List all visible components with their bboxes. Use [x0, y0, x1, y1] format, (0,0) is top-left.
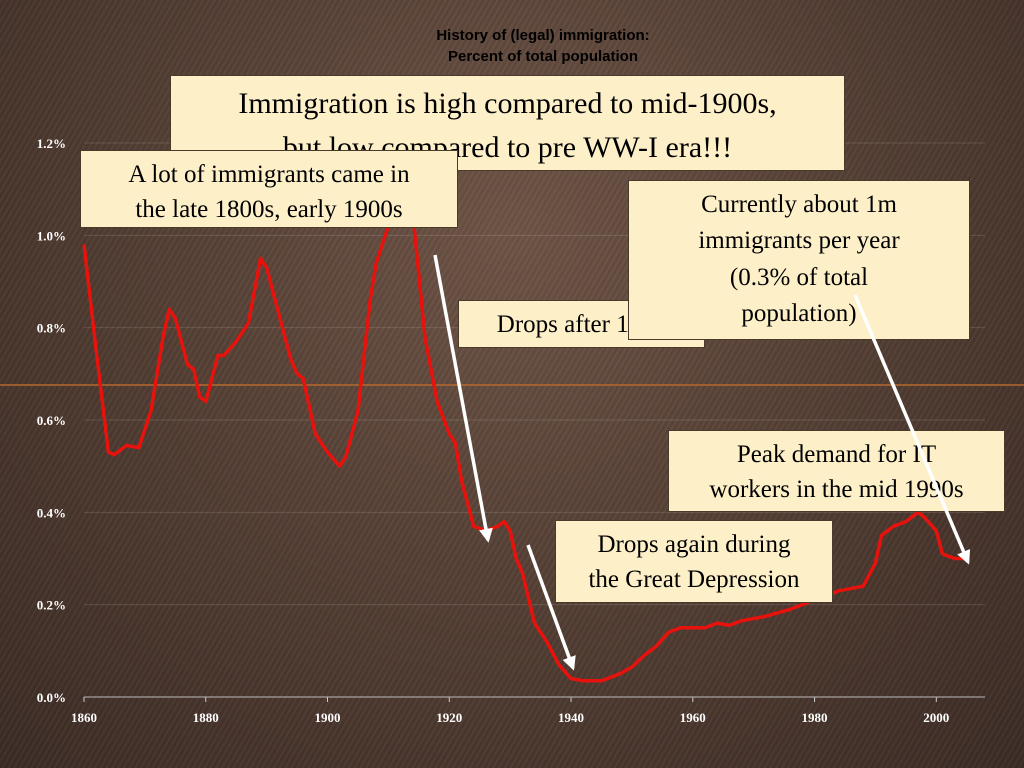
- callout: Peak demand for IT workers in the mid 199…: [668, 430, 1005, 512]
- callout-text: workers in the mid 1990s: [709, 476, 964, 503]
- callout-text: population): [741, 299, 857, 327]
- y-tick-label: 1.2%: [37, 136, 66, 151]
- chart-title: Percent of total population: [448, 48, 638, 65]
- callout: Currently about 1m immigrants per year (0.…: [628, 180, 970, 340]
- y-tick-label: 0.4%: [37, 505, 66, 520]
- callout-text: Currently about 1m: [701, 191, 897, 218]
- callout: A lot of immigrants came in the late 1800…: [80, 150, 458, 228]
- arrow: [853, 294, 971, 565]
- callout-text: A lot of immigrants came in: [128, 161, 410, 188]
- y-tick-label: 0.8%: [37, 321, 66, 336]
- x-tick-label: 1940: [558, 710, 584, 725]
- chart-title: History of (legal) immigration:: [436, 27, 649, 44]
- callout-text: Drops again during: [597, 531, 791, 558]
- x-tick-label: 1920: [436, 710, 462, 725]
- callout-text: the Great Depression: [588, 566, 800, 593]
- callout-text: Peak demand for IT: [736, 441, 937, 468]
- y-tick-label: 1.0%: [37, 228, 66, 243]
- callout-text: the late 1800s, early 1900s: [135, 196, 403, 223]
- x-tick-label: 1980: [802, 710, 828, 725]
- x-tick-label: 2000: [923, 710, 949, 725]
- callout: Drops again during the Great Depression: [555, 520, 833, 603]
- callout-text: immigrants per year: [698, 227, 900, 255]
- callout-text: Immigration is high compared to mid-1900…: [238, 87, 777, 120]
- line-series: [82, 187, 967, 683]
- x-tick-label: 1900: [315, 710, 341, 725]
- x-tick-label: 1880: [193, 710, 219, 725]
- arrow: [526, 544, 576, 671]
- y-tick-label: 0.2%: [37, 598, 66, 613]
- y-tick-label: 0.0%: [37, 690, 66, 705]
- x-tick-label: 1860: [71, 710, 97, 725]
- x-tick-label: 1960: [680, 710, 706, 725]
- callout-text: (0.3% of total: [729, 263, 869, 291]
- arrow: [433, 254, 493, 543]
- y-tick-label: 0.6%: [37, 413, 66, 428]
